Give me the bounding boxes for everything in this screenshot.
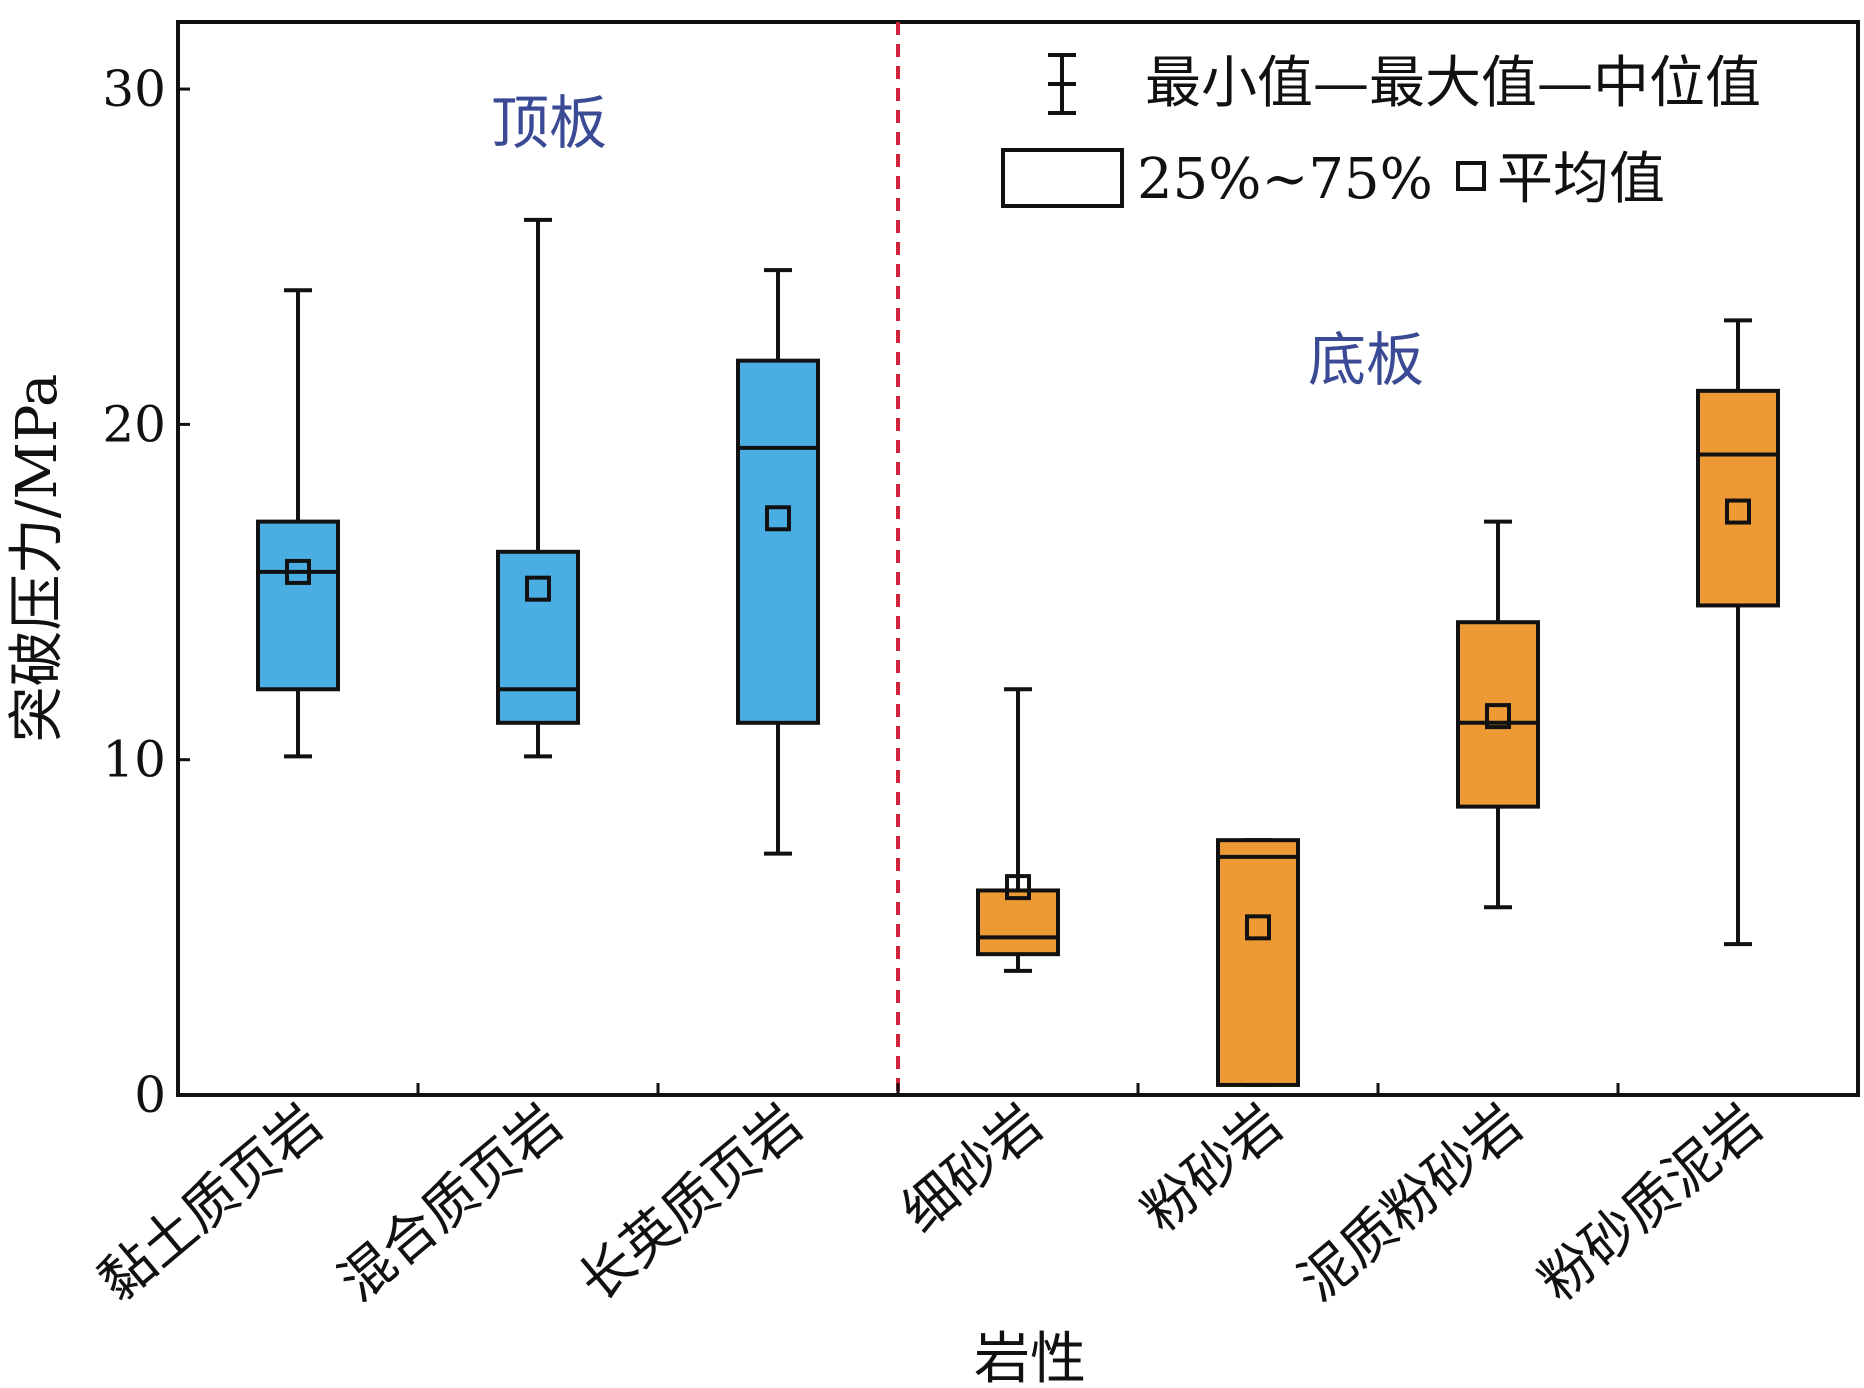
- category-label: 泥质粉砂岩: [1287, 1092, 1534, 1314]
- legend: 最小值—最大值—中位值 25%~75% 平均值: [1001, 51, 1761, 212]
- mean-marker: [765, 505, 791, 532]
- region-label-roof: 顶板: [491, 89, 607, 157]
- legend-whisker-label: 最小值—最大值—中位值: [1145, 51, 1761, 116]
- plot-frame: [176, 20, 1860, 1097]
- y-tick-label: 20: [102, 395, 166, 453]
- category-label: 黏土质页岩: [87, 1092, 334, 1314]
- y-axis-title: 突破压力/MPa: [5, 374, 70, 743]
- box-1: [256, 288, 340, 759]
- box-7: [1696, 318, 1780, 947]
- mean-marker: [1005, 874, 1031, 901]
- category-label: 长英质页岩: [567, 1092, 814, 1314]
- iqr-box: [496, 549, 580, 725]
- iqr-box: [1456, 620, 1540, 809]
- legend-mean-icon: [1456, 161, 1486, 191]
- mean-marker: [1485, 703, 1511, 730]
- box-6: [1456, 519, 1540, 910]
- legend-whisker-icon: [1048, 53, 1076, 115]
- box-2: [496, 217, 580, 759]
- region-label-floor: 底板: [1308, 326, 1424, 394]
- box-4: [976, 687, 1060, 973]
- category-label: 细砂岩: [890, 1092, 1055, 1244]
- mean-marker: [1725, 498, 1751, 525]
- mean-marker: [525, 575, 551, 602]
- boxes: [256, 217, 1780, 1087]
- y-tick-label: 30: [102, 60, 166, 118]
- category-label: 粉砂质泥岩: [1527, 1092, 1774, 1314]
- x-axis-title: 岩性: [974, 1327, 1086, 1388]
- category-label: 混合质页岩: [327, 1092, 574, 1314]
- iqr-box: [736, 358, 820, 725]
- legend-box-icon: [1001, 148, 1124, 208]
- iqr-box: [1696, 388, 1780, 608]
- iqr-box: [1216, 838, 1300, 1087]
- mean-marker: [1245, 914, 1271, 941]
- y-tick-label: 10: [102, 731, 166, 789]
- y-axis: 0 10 20 30: [102, 60, 1620, 1124]
- mean-marker: [285, 558, 311, 585]
- iqr-box: [976, 888, 1060, 957]
- y-tick-label: 0: [134, 1066, 166, 1124]
- legend-box-label: 25%~75%: [1137, 147, 1433, 212]
- box-3: [736, 268, 820, 856]
- legend-mean-label: 平均值: [1497, 147, 1665, 212]
- category-label: 粉砂岩: [1130, 1092, 1295, 1244]
- box-5: [1216, 838, 1300, 1087]
- iqr-box: [256, 519, 340, 692]
